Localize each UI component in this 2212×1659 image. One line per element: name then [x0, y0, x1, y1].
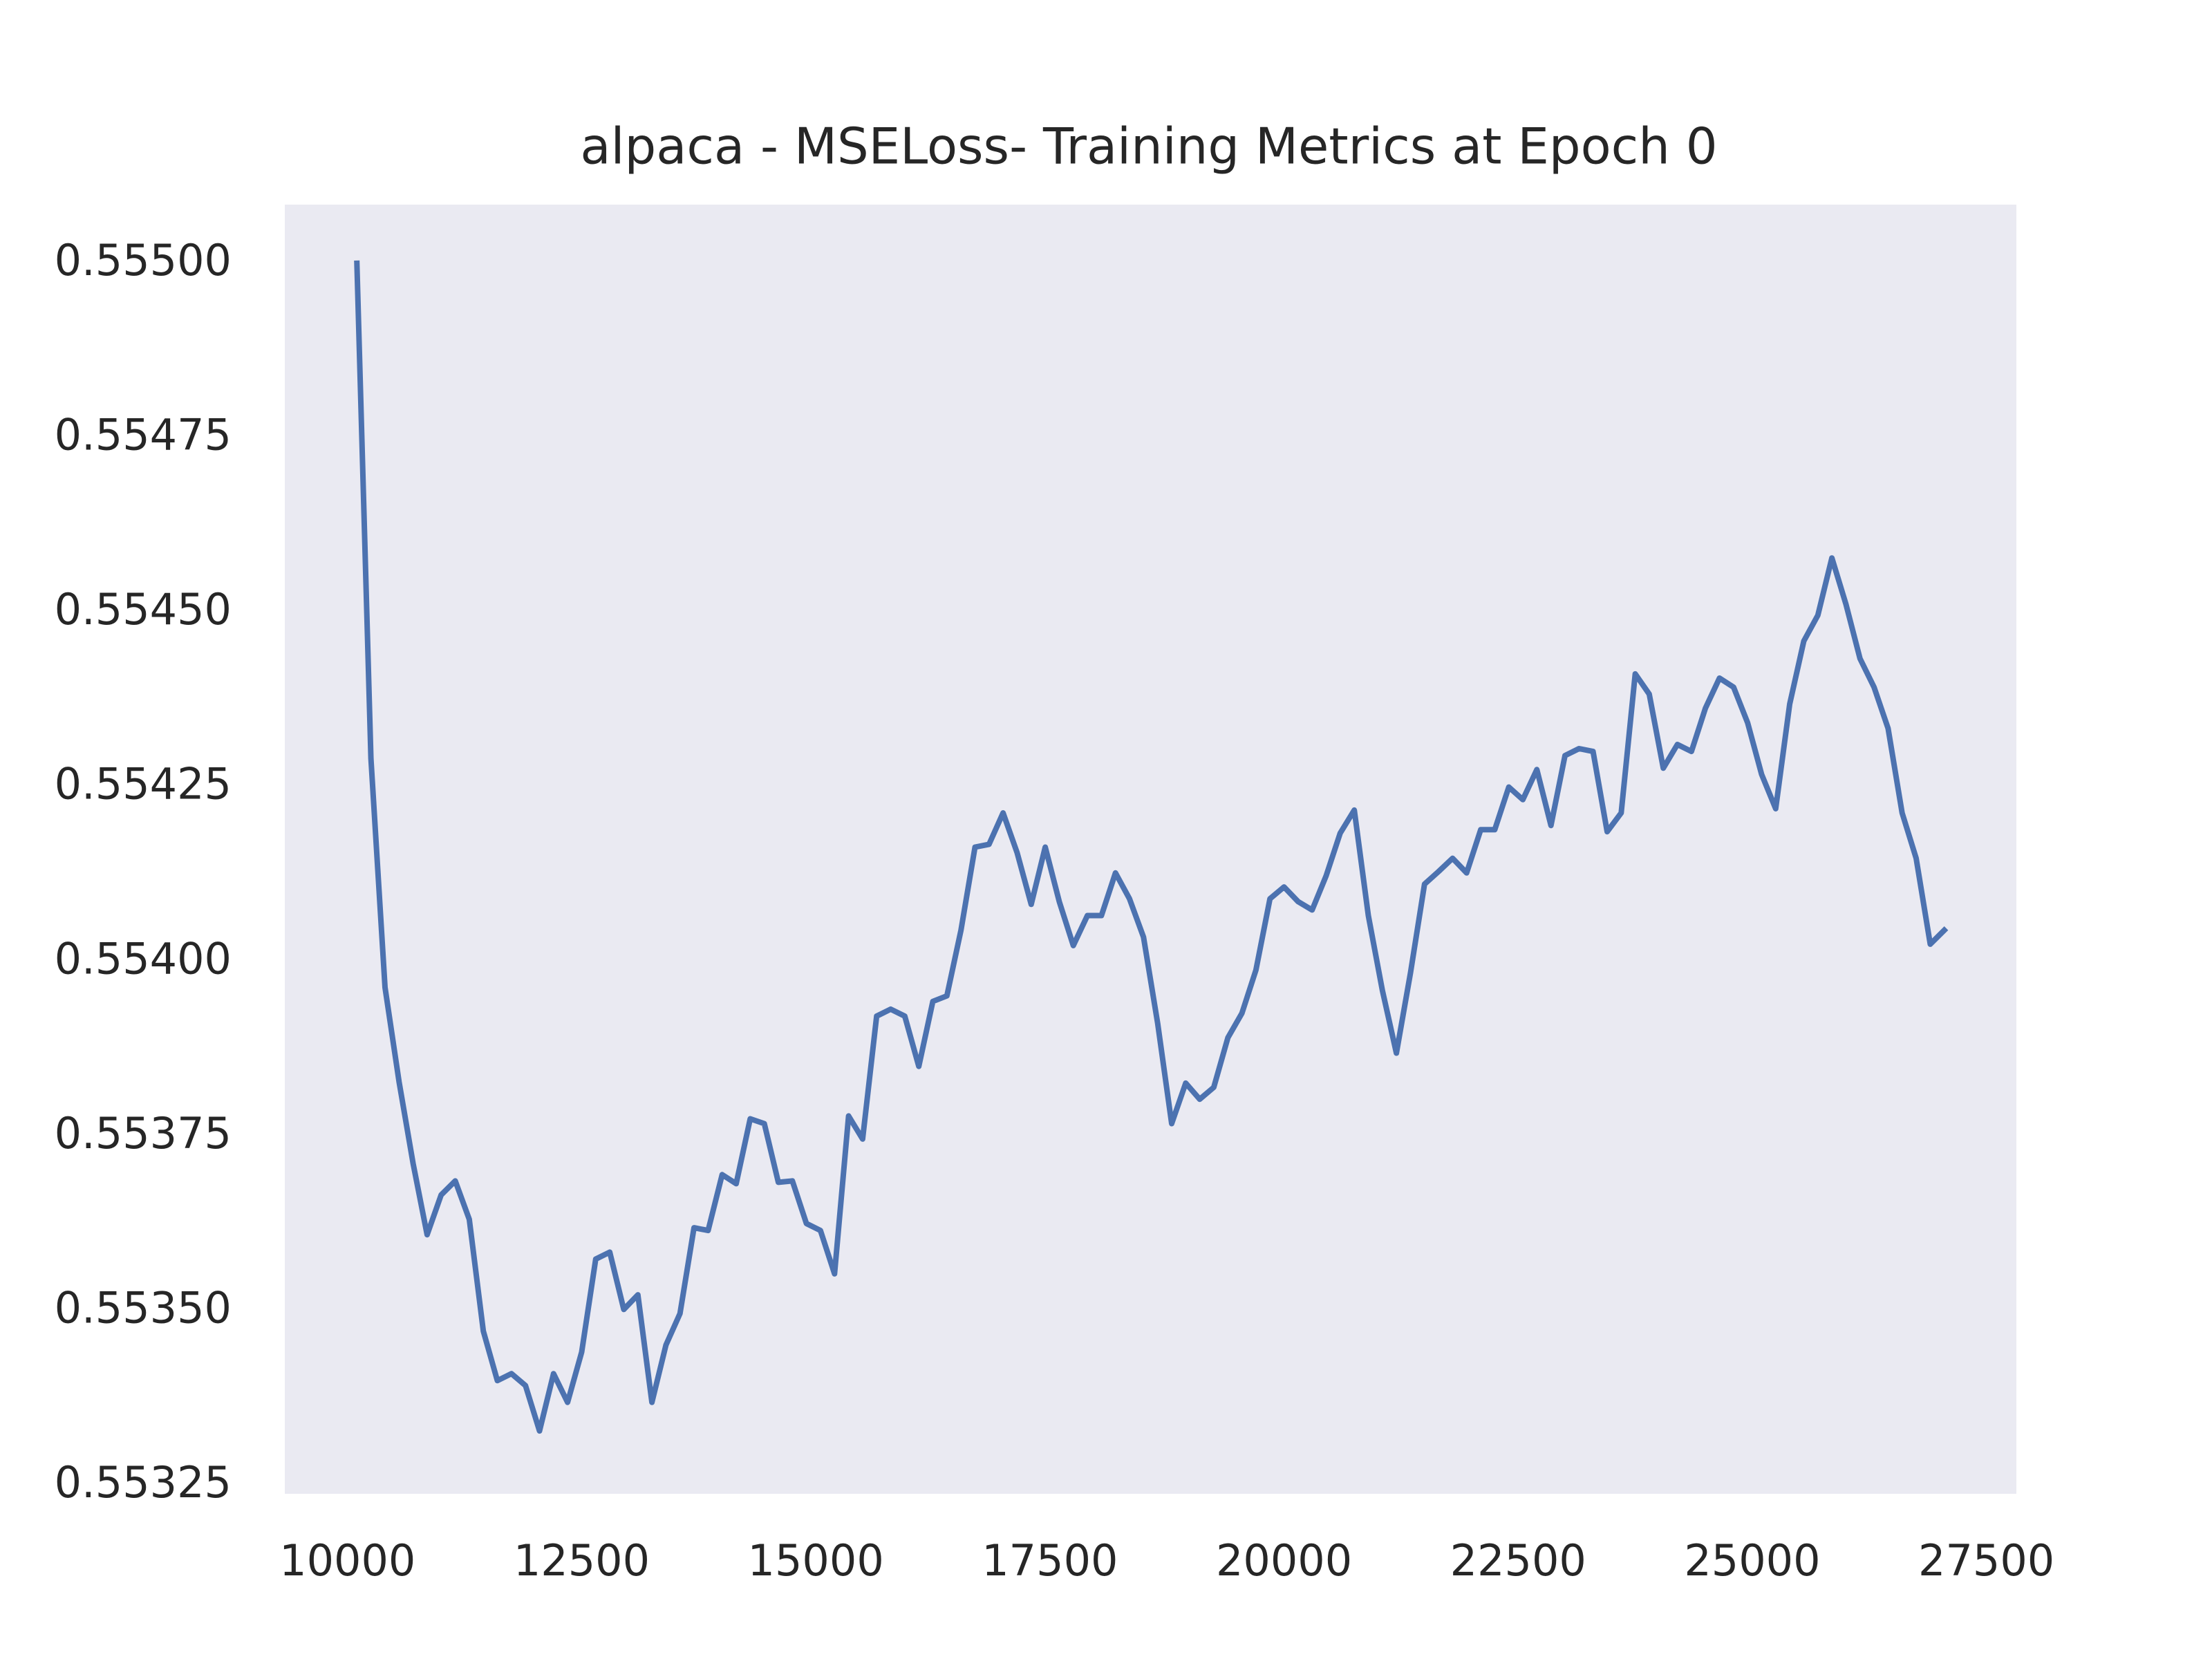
y-tick-label: 0.55350: [55, 1282, 232, 1333]
y-tick-label: 0.55500: [55, 235, 232, 285]
x-tick-label: 15000: [748, 1535, 884, 1586]
x-tick-label: 22500: [1450, 1535, 1586, 1586]
y-tick-label: 0.55425: [55, 759, 232, 809]
y-tick-label: 0.55325: [55, 1457, 232, 1508]
y-tick-label: 0.55475: [55, 410, 232, 460]
x-tick-label: 25000: [1684, 1535, 1820, 1586]
x-tick-label: 27500: [1918, 1535, 2054, 1586]
chart-title: alpaca - MSELoss- Training Metrics at Ep…: [580, 118, 1717, 176]
y-tick-label: 0.55375: [55, 1108, 232, 1159]
x-tick-label: 20000: [1216, 1535, 1352, 1586]
x-tick-label: 12500: [514, 1535, 650, 1586]
y-tick-label: 0.55450: [55, 584, 232, 635]
data-line: [354, 260, 1949, 1434]
plot-area: [285, 205, 2016, 1494]
y-tick-label: 0.55400: [55, 933, 232, 984]
x-tick-label: 17500: [982, 1535, 1118, 1586]
x-tick-label: 10000: [279, 1535, 415, 1586]
